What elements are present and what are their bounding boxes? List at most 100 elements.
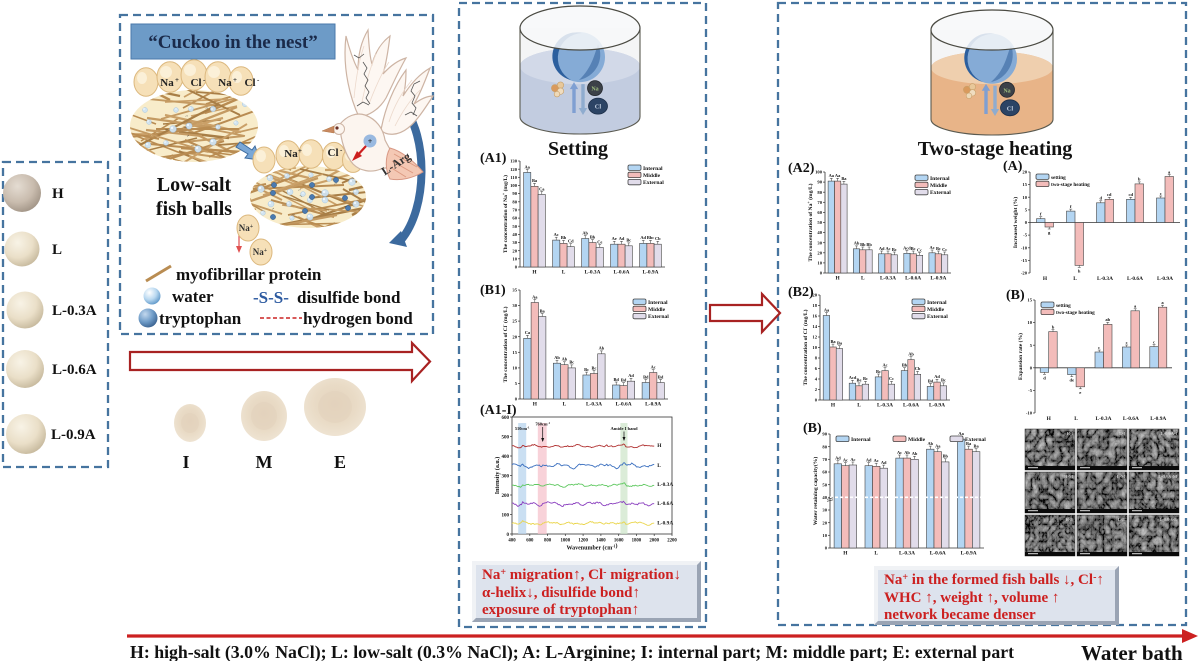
svg-text:18: 18 <box>812 303 817 308</box>
svg-text:100: 100 <box>502 513 510 518</box>
svg-text:Cc: Cc <box>942 247 947 252</box>
svg-text:40: 40 <box>817 230 822 235</box>
svg-text:Cb: Cb <box>655 236 661 241</box>
svg-text:L-0.3A: L-0.3A <box>1095 416 1111 422</box>
svg-text:Ac: Ac <box>897 450 902 455</box>
svg-text:L: L <box>861 276 865 282</box>
svg-text:de: de <box>1070 378 1075 383</box>
svg-text:External: External <box>927 314 948 320</box>
svg-text:60: 60 <box>822 470 827 475</box>
svg-text:L-0.3A: L-0.3A <box>880 276 896 282</box>
svg-text:cd: cd <box>1129 192 1134 197</box>
svg-text:Ba: Ba <box>974 444 980 449</box>
svg-text:0: 0 <box>1025 220 1028 225</box>
svg-text:-15: -15 <box>1021 258 1028 263</box>
svg-text:L: L <box>657 463 661 469</box>
svg-text:L-0.6A: L-0.6A <box>903 403 919 409</box>
svg-text:Ab: Ab <box>854 241 860 246</box>
svg-text:fish balls: fish balls <box>156 198 232 220</box>
svg-text:50: 50 <box>822 482 827 487</box>
svg-text:L: L <box>874 551 878 557</box>
svg-text:External: External <box>643 180 664 186</box>
svg-text:H-I: H-I <box>1067 431 1074 436</box>
svg-text:Intensity (a.u.): Intensity (a.u.) <box>494 457 501 495</box>
svg-text:L-0.3A: L-0.3A <box>52 303 97 319</box>
svg-text:-: - <box>340 146 343 154</box>
svg-text:H-E: H-E <box>1066 517 1074 522</box>
svg-text:Ab: Ab <box>904 450 910 455</box>
svg-text:10: 10 <box>1022 195 1027 200</box>
svg-text:Ad: Ad <box>628 373 634 378</box>
svg-text:15: 15 <box>512 350 517 355</box>
svg-text:Ab: Ab <box>908 352 914 357</box>
svg-text:100: 100 <box>815 170 823 175</box>
svg-text:L-0.3A: L-0.3A <box>586 402 602 408</box>
svg-text:Ba: Ba <box>532 178 538 183</box>
svg-text:90: 90 <box>822 432 827 437</box>
svg-text:External: External <box>965 437 986 443</box>
svg-text:α-helix↓, disulfide bond↑: α-helix↓, disulfide bond↑ <box>482 585 640 601</box>
svg-text:8: 8 <box>815 356 818 361</box>
svg-text:Bb: Bb <box>943 454 949 459</box>
svg-text:L-0.9A: L-0.9A <box>645 402 661 408</box>
svg-text:~: ~ <box>292 213 296 218</box>
svg-text:L-0.3A: L-0.3A <box>584 270 600 276</box>
svg-text:Acd: Acd <box>849 375 857 380</box>
svg-text:~: ~ <box>185 114 189 120</box>
svg-text:Bd: Bd <box>928 378 934 383</box>
svg-text:(B2): (B2) <box>788 285 814 300</box>
svg-text:20: 20 <box>512 334 517 339</box>
svg-text:15: 15 <box>1027 298 1032 303</box>
svg-text:L-0.6A: L-0.6A <box>613 270 629 276</box>
svg-text:~: ~ <box>184 126 187 131</box>
svg-text:Ce: Ce <box>597 239 602 244</box>
svg-text:0: 0 <box>515 265 518 270</box>
svg-text:Ba: Ba <box>830 339 836 344</box>
svg-text:setting: setting <box>1056 303 1071 309</box>
svg-text:L-E: L-E <box>1118 517 1125 522</box>
svg-text:Cl: Cl <box>191 77 202 89</box>
svg-text:M: M <box>256 452 273 472</box>
svg-text:L-0.6A: L-0.6A <box>930 551 946 557</box>
svg-text:Na+: Na+ <box>253 247 268 257</box>
svg-text:Bb: Bb <box>590 234 596 239</box>
svg-text:0: 0 <box>820 271 823 276</box>
svg-text:b: b <box>1052 324 1055 329</box>
svg-text:L: L <box>857 403 861 409</box>
svg-text:Ac: Ac <box>882 363 887 368</box>
svg-text:d: d <box>1043 375 1046 380</box>
svg-text:600: 600 <box>502 416 510 421</box>
svg-text:10: 10 <box>512 366 517 371</box>
svg-text:L-0.9A: L-0.9A <box>51 427 96 443</box>
svg-text:H: H <box>533 402 538 408</box>
svg-text:Middle: Middle <box>908 437 926 443</box>
svg-text:Cd: Cd <box>568 239 574 244</box>
svg-text:35: 35 <box>512 288 517 293</box>
svg-text:400: 400 <box>508 539 516 544</box>
svg-text:16: 16 <box>812 314 817 319</box>
svg-text:-S-S-: -S-S- <box>253 288 289 307</box>
svg-text:Ad: Ad <box>879 246 885 251</box>
svg-text:90: 90 <box>817 180 822 185</box>
svg-text:Internal: Internal <box>930 176 950 182</box>
svg-text:200: 200 <box>502 494 510 499</box>
svg-text:40: 40 <box>512 232 517 237</box>
svg-text:20: 20 <box>817 250 822 255</box>
svg-text:Ba: Ba <box>966 441 972 446</box>
svg-text:Ad: Ad <box>835 456 841 461</box>
svg-text:Aa: Aa <box>532 294 538 299</box>
svg-text:a: a <box>1168 169 1171 174</box>
svg-text:L-0.6A: L-0.6A <box>905 276 921 282</box>
svg-text:two-stage heating: two-stage heating <box>1051 182 1090 188</box>
svg-text:Internal: Internal <box>643 166 663 172</box>
svg-text:Water retaining capacity(%): Water retaining capacity(%) <box>812 457 819 526</box>
svg-text:2: 2 <box>815 387 818 392</box>
svg-text:Bc: Bc <box>876 369 881 374</box>
svg-text:Cc: Cc <box>917 247 922 252</box>
svg-text:20: 20 <box>512 248 517 253</box>
svg-text:L-M: L-M <box>1117 474 1125 479</box>
svg-text:two-stage heating: two-stage heating <box>1056 310 1095 316</box>
svg-text:+: + <box>298 147 302 155</box>
svg-text:~: ~ <box>271 207 276 213</box>
svg-text:a: a <box>1161 300 1164 305</box>
